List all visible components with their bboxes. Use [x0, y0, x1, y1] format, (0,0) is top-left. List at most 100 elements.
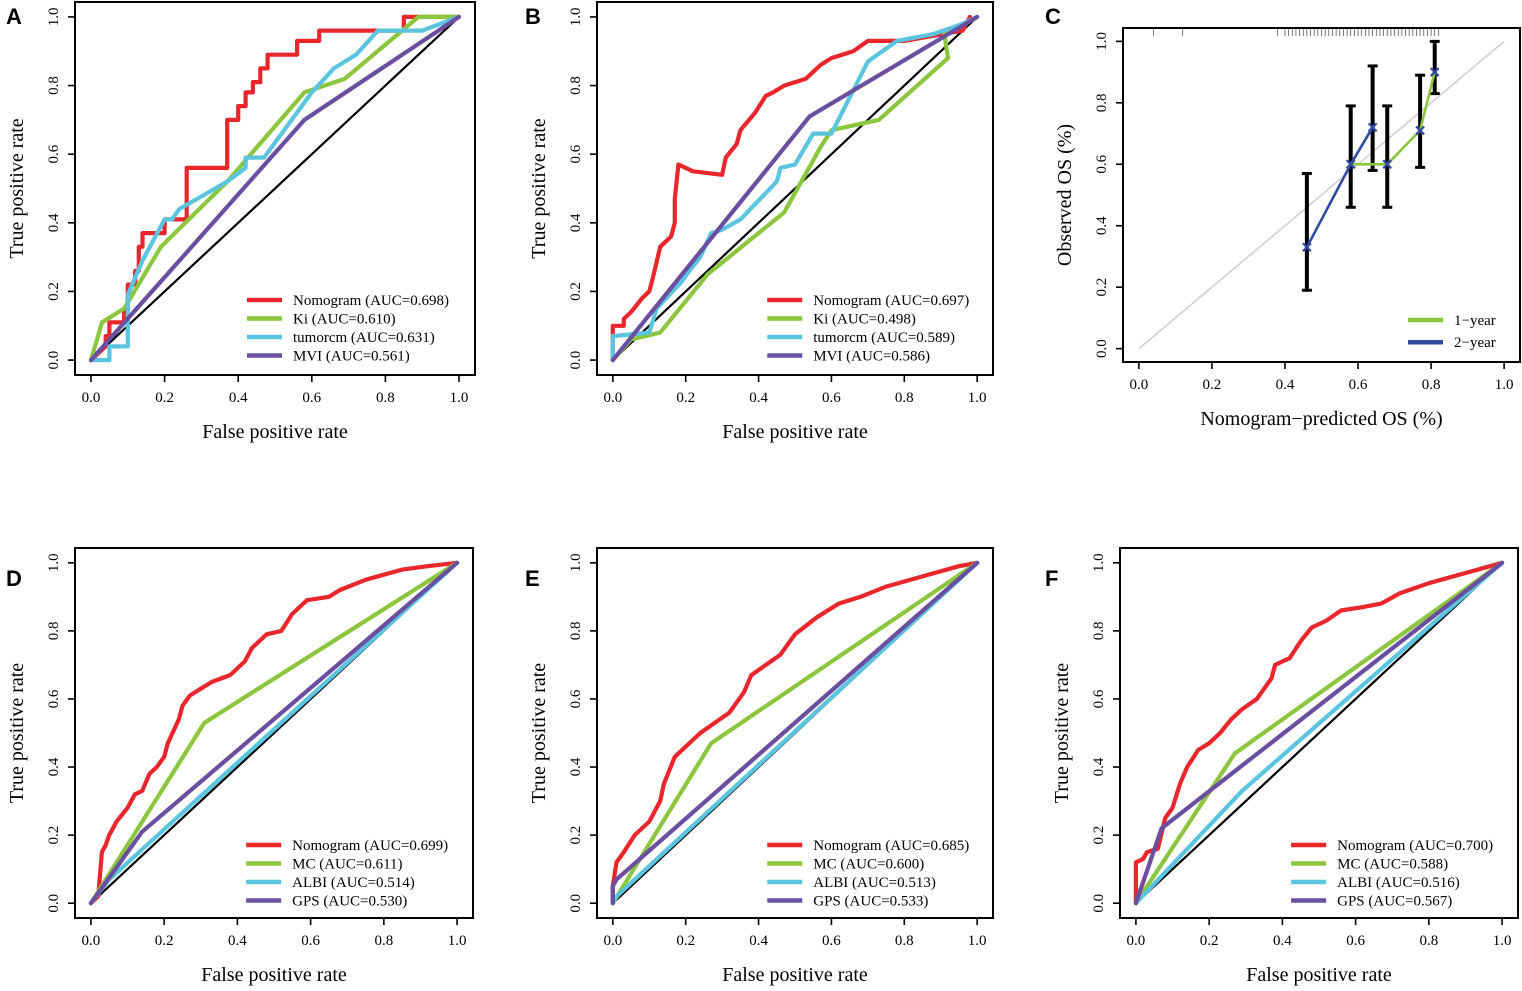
x-tick-label: 0.6	[302, 390, 321, 406]
plot-frame	[74, 547, 474, 919]
x-axis-title: False positive rate	[201, 964, 347, 986]
x-tick-label: 0.6	[822, 390, 841, 406]
x-axis-title: False positive rate	[202, 421, 348, 443]
series-line-mvi	[610, 14, 980, 363]
y-axis-title: Observed OS (%)	[1054, 124, 1076, 266]
point-marker	[1345, 159, 1356, 170]
series-line-gps	[88, 560, 460, 906]
panel-letter: E	[525, 566, 540, 591]
legend-label: ALBI (AUC=0.514)	[292, 875, 415, 891]
legend-label: Ki (AUC=0.498)	[813, 312, 916, 328]
y-tick-label: 0.8	[46, 76, 62, 95]
panel-letter: B	[525, 4, 541, 29]
x-tick-label: 0.2	[676, 390, 695, 406]
chart-panel-f: F 0.0 0.2 0.4 0.6 0.8 1.0 0.0 0.2 0.4 0.6 0.8 1.0 Fal…	[1045, 547, 1519, 986]
y-tick-label: 1.0	[1094, 32, 1110, 51]
legend-label: MC (AUC=0.600)	[813, 857, 924, 873]
panel-letter: C	[1045, 4, 1061, 29]
legend-label: GPS (AUC=0.530)	[292, 894, 407, 910]
plot-frame	[1122, 27, 1521, 363]
series-line-nomogram	[610, 560, 980, 906]
legend-label: ALBI (AUC=0.516)	[1337, 875, 1460, 891]
y-axis-title: True positive rate	[6, 663, 28, 803]
series-line-tumorcm	[88, 14, 462, 363]
y-tick-label: 0.8	[1091, 622, 1107, 641]
x-tick-label: 0.6	[301, 933, 320, 949]
y-tick-label: 0.4	[568, 213, 584, 232]
series-line-gps	[610, 560, 980, 906]
y-tick-label: 0.8	[46, 622, 62, 641]
series-line-tumorcm	[610, 14, 980, 363]
x-tick-label: 1.0	[1495, 377, 1514, 393]
y-tick-label: 0.0	[568, 351, 584, 370]
series-line-nomogram	[610, 14, 973, 363]
y-tick-label: 0.6	[568, 689, 584, 708]
legend-label: MC (AUC=0.611)	[292, 857, 402, 873]
plot-frame	[596, 547, 994, 919]
y-tick-label: 0.2	[46, 826, 62, 845]
legend-label: Nomogram (AUC=0.699)	[292, 838, 448, 854]
y-axis-title: True positive rate	[6, 118, 28, 258]
series-line-2year	[1305, 126, 1374, 249]
x-tick-label: 0.8	[895, 390, 914, 406]
y-axis-title: True positive rate	[528, 663, 550, 803]
legend-label: Nomogram (AUC=0.685)	[813, 838, 969, 854]
x-tick-label: 0.0	[1130, 377, 1149, 393]
diagonal-reference-line	[90, 16, 460, 361]
point-marker	[1429, 67, 1440, 77]
x-axis-title: False positive rate	[1246, 964, 1392, 986]
series-line-nomogram	[88, 560, 460, 906]
legend-label: GPS (AUC=0.567)	[1337, 894, 1452, 910]
x-tick-label: 0.6	[1346, 933, 1365, 949]
legend-label: MVI (AUC=0.561)	[293, 349, 410, 365]
chart-panel-b: B 0.0 0.2 0.4 0.6 0.8 1.0 0.0 0.2 0.4 0.6 0.8 1.0 Fal…	[525, 1, 994, 443]
y-tick-label: 0.0	[1091, 894, 1107, 913]
series-line-albi	[1133, 560, 1505, 906]
legend-label: GPS (AUC=0.533)	[813, 894, 928, 910]
x-tick-label: 0.6	[1349, 377, 1368, 393]
plot-frame	[1119, 547, 1519, 919]
x-tick-label: 0.4	[228, 933, 247, 949]
x-tick-label: 0.4	[749, 933, 768, 949]
y-tick-label: 0.2	[1094, 278, 1110, 297]
y-tick-label: 0.4	[46, 213, 62, 232]
x-tick-label: 1.0	[968, 933, 987, 949]
y-tick-label: 0.8	[1094, 93, 1110, 112]
x-tick-label: 0.2	[155, 933, 174, 949]
panel-letter: F	[1045, 566, 1058, 591]
y-tick-label: 0.0	[1094, 339, 1110, 358]
y-tick-label: 0.6	[1091, 689, 1107, 708]
x-tick-label: 0.2	[676, 933, 695, 949]
x-tick-label: 0.8	[1419, 933, 1438, 949]
plot-frame	[74, 1, 476, 376]
x-tick-label: 0.8	[895, 933, 914, 949]
chart-panel-c: C 0.0 0.2 0.4 0.6 0.8 1.0 0.0 0.2 0.4 0.6 0.8 1.0 Nom…	[1045, 4, 1521, 430]
legend-label: MC (AUC=0.588)	[1337, 857, 1448, 873]
legend-label: 1−year	[1454, 313, 1496, 329]
point-marker	[1382, 159, 1393, 170]
x-tick-label: 0.4	[1273, 933, 1292, 949]
x-axis-title: Nomogram−predicted OS (%)	[1200, 408, 1442, 430]
series-line-ki	[610, 14, 980, 363]
x-tick-label: 0.2	[155, 390, 174, 406]
y-tick-label: 0.2	[1091, 826, 1107, 845]
diagonal-reference-line	[1138, 40, 1505, 350]
chart-panel-a: A 0.0 0.2 0.4 0.6 0.8 1.0 0.0 0.2 0.4 0.6 0.8 1.0 Fal…	[6, 1, 476, 443]
y-tick-label: 1.0	[568, 553, 584, 572]
x-tick-label: 0.8	[376, 390, 395, 406]
x-tick-label: 0.2	[1203, 377, 1222, 393]
x-tick-label: 1.0	[450, 390, 469, 406]
x-tick-label: 0.4	[749, 390, 768, 406]
x-axis-title: False positive rate	[722, 421, 868, 443]
x-tick-label: 0.8	[374, 933, 393, 949]
series-line-gps	[1133, 560, 1505, 906]
chart-panel-d: D 0.0 0.2 0.4 0.6 0.8 1.0 0.0 0.2 0.4 0.6 0.8 1.0 Fal…	[6, 547, 474, 986]
point-marker	[1367, 122, 1378, 133]
y-tick-label: 0.6	[1094, 154, 1110, 173]
x-tick-label: 0.0	[1127, 933, 1146, 949]
legend-label: tumorcm (AUC=0.589)	[813, 330, 955, 346]
y-tick-label: 1.0	[568, 8, 584, 27]
y-tick-label: 0.6	[46, 689, 62, 708]
x-tick-label: 0.4	[1276, 377, 1295, 393]
